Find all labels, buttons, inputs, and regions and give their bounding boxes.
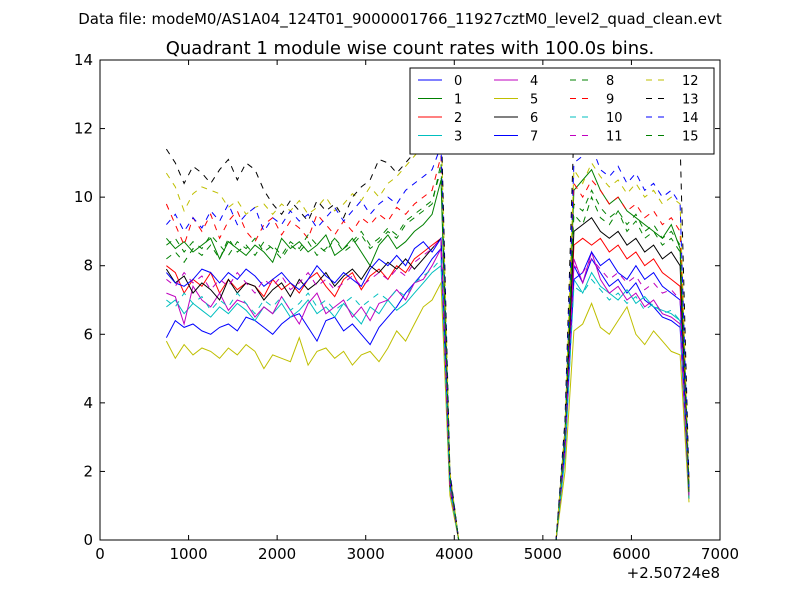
y-tick-label: 2	[83, 462, 93, 480]
legend-label-13: 13	[682, 93, 699, 108]
legend-label-11: 11	[606, 130, 623, 145]
x-tick-label: 0	[95, 545, 105, 563]
x-tick-label: 7000	[701, 545, 739, 563]
x-offset-label: +2.50724e8	[627, 564, 720, 582]
y-tick-label: 14	[74, 51, 93, 69]
series-line-0	[165, 247, 690, 540]
legend-label-8: 8	[606, 74, 614, 89]
x-tick-label: 6000	[612, 545, 650, 563]
legend-box	[409, 67, 715, 155]
x-tick-label: 1000	[169, 545, 207, 563]
series-line-4	[166, 246, 690, 540]
y-tick-label: 8	[83, 257, 93, 275]
y-tick-label: 0	[83, 531, 93, 549]
series-line-14	[166, 144, 690, 540]
legend-label-14: 14	[682, 111, 699, 126]
legend-label-2: 2	[454, 111, 462, 126]
legend-label-7: 7	[530, 130, 538, 145]
series-line-10	[166, 257, 690, 540]
y-tick-label: 6	[83, 325, 93, 343]
legend-label-3: 3	[454, 130, 462, 145]
plot-frame	[99, 59, 721, 541]
series-line-3	[166, 264, 690, 540]
series-line-6	[165, 216, 690, 540]
series-line-12	[165, 120, 690, 540]
y-tick-label: 12	[74, 120, 93, 138]
series-line-11	[166, 237, 690, 540]
x-tick-label: 4000	[435, 545, 473, 563]
chart-title: Quadrant 1 module wise count rates with …	[166, 38, 655, 59]
series-line-8	[166, 162, 690, 540]
legend-label-9: 9	[606, 93, 614, 108]
y-tick-label: 10	[74, 188, 93, 206]
legend-label-6: 6	[530, 111, 538, 126]
y-tick-label: 4	[83, 394, 93, 412]
series-group	[165, 86, 690, 540]
series-line-5	[165, 281, 690, 540]
x-tick-label: 5000	[524, 545, 562, 563]
legend-label-12: 12	[682, 74, 699, 89]
series-line-9	[165, 155, 690, 540]
chart-suptitle: Data file: modeM0/AS1A04_124T01_90000017…	[78, 10, 722, 29]
legend-label-15: 15	[682, 130, 699, 145]
series-line-13	[165, 86, 690, 540]
x-tick-label: 2000	[258, 545, 296, 563]
legend-label-10: 10	[606, 111, 623, 126]
series-line-15	[166, 169, 690, 540]
series-line-7	[166, 236, 690, 540]
legend-label-1: 1	[454, 93, 462, 108]
legend-label-5: 5	[530, 93, 538, 108]
legend-label-4: 4	[530, 74, 538, 89]
series-line-2	[166, 237, 690, 540]
legend-label-0: 0	[454, 74, 462, 89]
series-line-1	[166, 168, 690, 540]
x-tick-label: 3000	[347, 545, 385, 563]
